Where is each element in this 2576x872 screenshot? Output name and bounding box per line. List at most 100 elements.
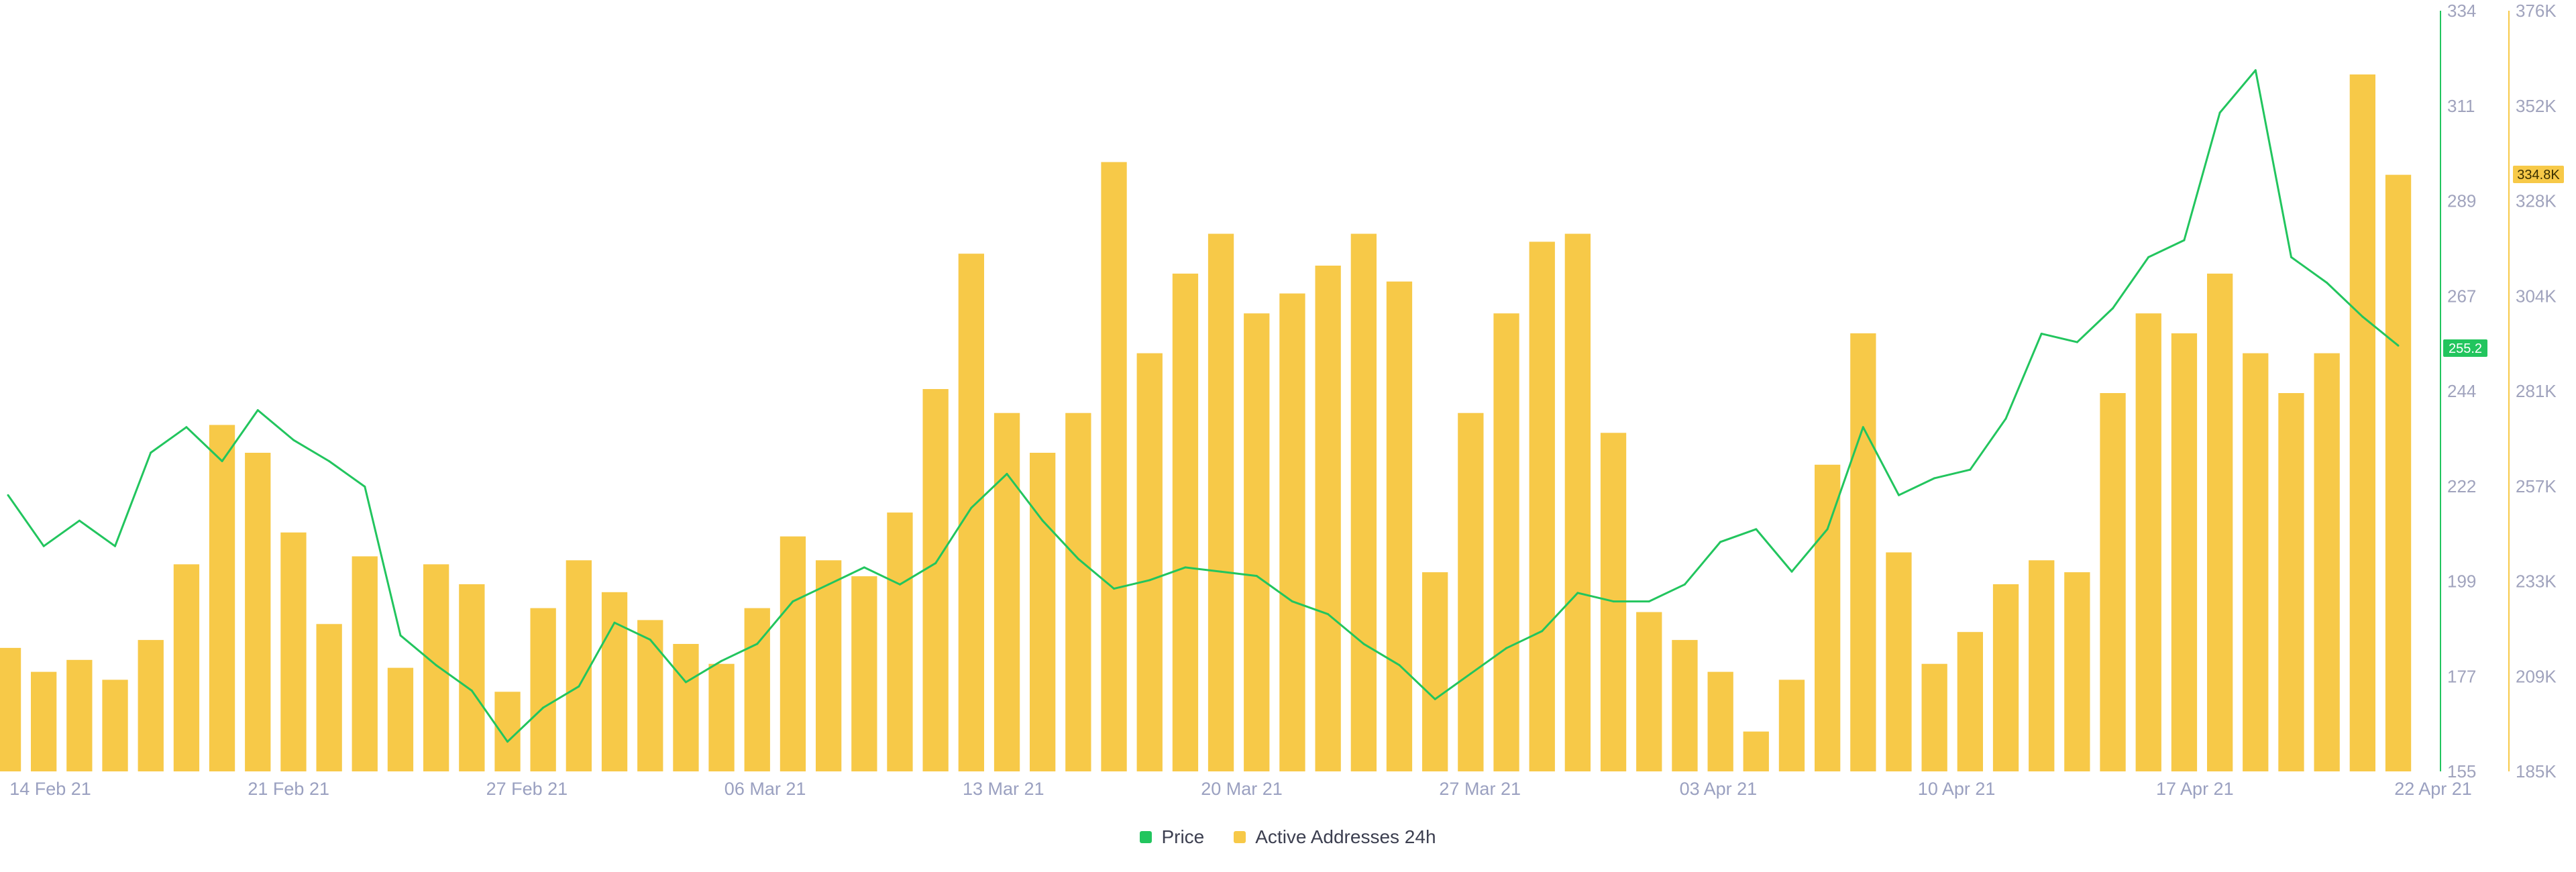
legend-swatch-active-addresses — [1234, 831, 1246, 843]
price-point-2021-03-12 — [934, 562, 937, 565]
active-bar-2021-02-15 — [31, 671, 57, 771]
price-point-2021-02-24 — [364, 486, 366, 488]
active-bar-2021-03-27 — [1458, 413, 1484, 771]
legend-label-active-addresses: Active Addresses 24h — [1255, 826, 1436, 847]
price-point-2021-03-15 — [1041, 519, 1044, 522]
price-point-2021-04-16 — [2183, 239, 2186, 241]
active-bar-2021-03-28 — [1493, 313, 1519, 771]
active-bar-2021-03-29 — [1529, 241, 1555, 771]
price-tick-334: 334 — [2447, 1, 2476, 21]
active-bar-2021-02-24 — [352, 556, 378, 771]
last-active-marker: 334.8K — [2513, 166, 2564, 183]
price-point-2021-04-10 — [1969, 468, 1972, 471]
active-bar-2021-03-21 — [1244, 313, 1270, 771]
active-bar-2021-03-05 — [673, 644, 699, 771]
price-point-2021-04-12 — [2040, 333, 2043, 335]
price-point-2021-04-08 — [1898, 494, 1900, 496]
active-tick-185K: 185K — [2516, 761, 2557, 781]
active-bar-2021-03-30 — [1564, 233, 1591, 771]
active-bar-2021-02-28 — [494, 692, 521, 771]
date-tick-21-Feb-21: 21 Feb 21 — [248, 779, 329, 799]
price-point-2021-03-25 — [1398, 664, 1401, 667]
active-bar-2021-03-16 — [1065, 413, 1091, 771]
price-point-2021-02-28 — [506, 741, 508, 743]
active-addresses-bars — [0, 74, 2412, 772]
price-point-2021-04-11 — [2004, 417, 2007, 420]
legend-item-price[interactable]: Price — [1140, 826, 1204, 848]
price-point-2021-03-01 — [542, 706, 545, 709]
price-point-2021-02-20 — [221, 460, 223, 462]
price-point-2021-02-22 — [292, 439, 294, 441]
active-bar-2021-04-13 — [2064, 572, 2090, 771]
active-bar-2021-03-12 — [922, 389, 949, 771]
active-bar-2021-04-05 — [1778, 679, 1805, 771]
active-tick-376K: 376K — [2516, 1, 2557, 21]
price-point-2021-03-06 — [720, 659, 723, 662]
price-point-2021-03-02 — [578, 685, 580, 688]
price-point-2021-03-28 — [1505, 647, 1507, 649]
price-point-2021-02-25 — [399, 634, 402, 637]
price-point-2021-02-27 — [470, 690, 473, 692]
active-bar-2021-04-17 — [2207, 273, 2233, 771]
price-point-2021-03-09 — [827, 583, 830, 586]
price-point-2021-02-21 — [256, 409, 259, 411]
date-tick-27-Mar-21: 27 Mar 21 — [1439, 779, 1521, 799]
price-point-2021-04-13 — [2076, 341, 2078, 343]
active-bar-2021-04-19 — [2278, 393, 2304, 771]
price-point-2021-02-23 — [328, 460, 331, 462]
legend-swatch-price — [1140, 831, 1152, 843]
legend-label-price: Price — [1161, 826, 1205, 847]
price-tick-244: 244 — [2447, 381, 2476, 401]
active-bar-2021-03-10 — [851, 576, 877, 771]
price-point-2021-03-10 — [863, 566, 865, 569]
active-bar-2021-02-21 — [245, 453, 271, 771]
price-point-2021-02-16 — [78, 519, 80, 522]
price-point-2021-03-22 — [1291, 600, 1293, 603]
last-price-badge — [2443, 339, 2487, 357]
price-point-2021-03-29 — [1541, 630, 1544, 633]
price-point-2021-04-06 — [1826, 528, 1829, 531]
last-active-label: 334.8K — [2517, 168, 2560, 182]
price-point-2021-03-30 — [1576, 592, 1579, 594]
price-point-2021-02-18 — [150, 451, 152, 454]
price-line — [7, 69, 2399, 743]
price-point-2021-04-17 — [2218, 111, 2221, 114]
active-tick-352K: 352K — [2516, 96, 2557, 116]
active-bar-2021-04-12 — [2029, 560, 2055, 771]
active-bar-2021-03-03 — [601, 592, 628, 771]
date-axis-ticks: 14 Feb 21 21 Feb 21 27 Feb 21 06 Mar 21 13 M… — [9, 779, 2472, 799]
active-bar-2021-04-09 — [1921, 663, 1947, 771]
active-bar-2021-03-15 — [1030, 453, 1056, 771]
price-point-2021-04-14 — [2112, 307, 2114, 309]
price-point-2021-04-01 — [1648, 600, 1650, 603]
price-point-2021-03-04 — [649, 639, 651, 641]
last-price-label: 255.2 — [2449, 341, 2482, 356]
active-bar-2021-04-07 — [1850, 333, 1876, 771]
legend-item-active-addresses[interactable]: Active Addresses 24h — [1234, 826, 1436, 848]
price-tick-155: 155 — [2447, 761, 2476, 781]
active-bar-2021-04-22 — [2385, 174, 2412, 772]
active-bar-2021-03-08 — [780, 536, 806, 771]
active-bar-2021-04-15 — [2135, 313, 2161, 771]
price-point-2021-03-16 — [1077, 557, 1079, 560]
active-bar-2021-03-18 — [1136, 353, 1163, 771]
price-point-2021-02-17 — [114, 545, 116, 547]
active-bar-2021-02-22 — [280, 532, 307, 771]
active-bar-2021-02-26 — [423, 564, 449, 771]
active-bar-2021-02-14 — [0, 647, 21, 771]
active-bar-2021-03-20 — [1208, 233, 1234, 771]
price-point-2021-03-26 — [1434, 698, 1436, 700]
price-point-2021-03-17 — [1113, 588, 1116, 590]
price-line-group — [7, 69, 2400, 743]
active-tick-233K: 233K — [2516, 571, 2557, 592]
price-point-2021-04-22 — [2397, 344, 2400, 347]
price-tick-177: 177 — [2447, 666, 2476, 686]
date-tick-10-Apr-21: 10 Apr 21 — [1918, 779, 1996, 799]
date-tick-27-Feb-21: 27 Feb 21 — [486, 779, 568, 799]
active-bar-2021-03-17 — [1101, 162, 1127, 772]
price-point-2021-03-20 — [1220, 570, 1222, 573]
active-bar-2021-02-18 — [138, 640, 164, 771]
price-point-2021-04-09 — [1933, 477, 1936, 480]
price-point-2021-04-04 — [1755, 528, 1758, 531]
price-point-2021-04-07 — [1862, 426, 1864, 429]
